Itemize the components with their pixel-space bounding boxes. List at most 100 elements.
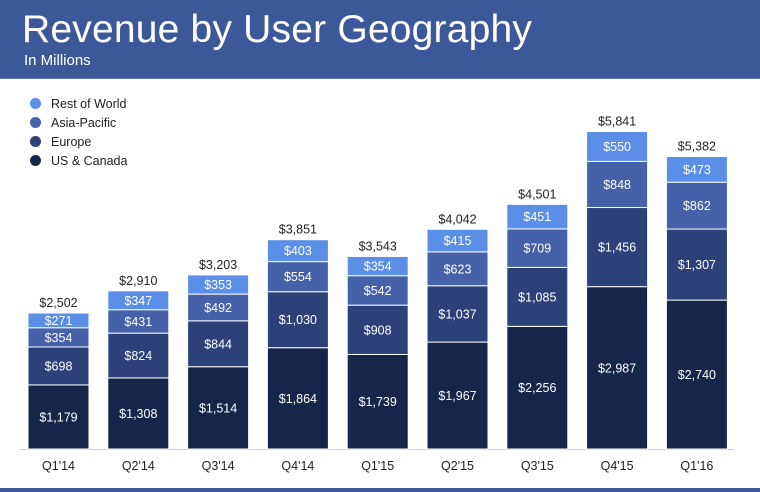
x-tick-label: Q1'16 — [680, 459, 713, 473]
data-label-asia-pacific: $431 — [124, 315, 152, 329]
data-label-rest-of-world: $415 — [444, 234, 472, 248]
bar-segment-europe — [426, 285, 489, 343]
bar-segment-europe — [506, 266, 569, 327]
legend-item-us-canada: US & Canada — [30, 151, 127, 170]
legend-dot-europe — [30, 136, 41, 147]
bar-segment-europe — [665, 228, 728, 301]
total-label: $2,910 — [119, 274, 157, 288]
x-tick-label: Q3'14 — [202, 459, 235, 473]
data-label-rest-of-world: $354 — [364, 260, 392, 274]
data-label-rest-of-world: $347 — [124, 294, 152, 308]
data-label-us-canada: $1,864 — [279, 392, 317, 406]
legend-item-europe: Europe — [30, 132, 127, 151]
bar-segment-us-canada — [187, 366, 250, 450]
data-label-us-canada: $2,740 — [678, 368, 716, 382]
data-label-europe: $844 — [204, 337, 232, 351]
x-tick-label: Q4'15 — [601, 459, 634, 473]
bar-segment-europe — [107, 332, 170, 379]
header-banner: Revenue by User Geography In Millions — [0, 0, 760, 79]
bar-segment-rest-of-world — [27, 312, 90, 329]
footer-bar — [0, 488, 760, 492]
total-label: $2,502 — [39, 296, 77, 310]
bar-segment-rest-of-world — [586, 131, 649, 162]
data-label-us-canada: $1,179 — [39, 410, 77, 424]
data-label-us-canada: $2,256 — [518, 381, 556, 395]
bar-segment-europe — [346, 304, 409, 355]
bar-segment-asia-pacific — [426, 251, 489, 287]
data-label-us-canada: $1,308 — [119, 407, 157, 421]
legend-dot-rest-of-world — [30, 98, 41, 109]
bar-segment-us-canada — [27, 384, 90, 450]
data-label-europe: $908 — [364, 323, 392, 337]
x-tick-label: Q2'15 — [441, 459, 474, 473]
data-label-rest-of-world: $403 — [284, 244, 312, 258]
legend-label-rest-of-world: Rest of World — [51, 96, 127, 111]
total-label: $4,501 — [518, 187, 556, 201]
total-label: $3,851 — [279, 223, 317, 237]
legend-label-asia-pacific: Asia-Pacific — [51, 115, 117, 130]
total-label: $5,841 — [598, 115, 636, 129]
data-label-europe: $1,307 — [678, 258, 716, 272]
bar-segment-rest-of-world — [426, 228, 489, 253]
bar-segment-rest-of-world — [665, 155, 728, 183]
bar-segment-us-canada — [665, 299, 728, 450]
data-label-asia-pacific: $354 — [45, 331, 73, 345]
bar-segment-asia-pacific — [187, 293, 250, 322]
data-label-asia-pacific: $542 — [364, 284, 392, 298]
x-tick-label: Q1'15 — [361, 459, 394, 473]
x-tick-label: Q3'15 — [521, 459, 554, 473]
data-label-us-canada: $1,514 — [199, 401, 237, 415]
total-label: $3,543 — [359, 239, 397, 253]
legend-item-rest-of-world: Rest of World — [30, 94, 127, 113]
data-label-rest-of-world: $473 — [683, 163, 711, 177]
data-label-us-canada: $1,739 — [359, 395, 397, 409]
bar-segment-us-canada — [346, 353, 409, 450]
bar-segment-us-canada — [266, 347, 329, 450]
data-label-europe: $1,085 — [518, 290, 556, 304]
data-label-europe: $824 — [124, 349, 152, 363]
data-label-europe: $1,030 — [279, 313, 317, 327]
x-tick-label: Q1'14 — [42, 459, 75, 473]
data-label-asia-pacific: $623 — [444, 262, 472, 276]
data-label-asia-pacific: $492 — [204, 301, 232, 315]
bar-segment-europe — [187, 320, 250, 368]
data-label-rest-of-world: $353 — [204, 278, 232, 292]
bar-segment-rest-of-world — [187, 274, 250, 295]
legend-label-europe: Europe — [51, 134, 92, 149]
bar-segment-europe — [27, 346, 90, 386]
data-label-rest-of-world: $451 — [523, 210, 551, 224]
bar-segment-europe — [266, 291, 329, 349]
bar-segment-rest-of-world — [266, 239, 329, 263]
bar-segment-rest-of-world — [346, 255, 409, 277]
legend-dot-asia-pacific — [30, 117, 41, 128]
x-tick-label: Q2'14 — [122, 459, 155, 473]
total-label: $3,203 — [199, 258, 237, 272]
bar-segment-rest-of-world — [107, 290, 170, 311]
legend-label-us-canada: US & Canada — [51, 153, 128, 168]
bar-segment-us-canada — [506, 325, 569, 450]
bar-segment-asia-pacific — [346, 275, 409, 306]
data-label-europe: $1,456 — [598, 241, 636, 255]
data-label-asia-pacific: $554 — [284, 270, 312, 284]
total-label: $4,042 — [438, 212, 476, 226]
legend-item-asia-pacific: Asia-Pacific — [30, 113, 127, 132]
data-label-us-canada: $2,987 — [598, 361, 636, 375]
chart-legend: Rest of World Asia-Pacific Europe US & C… — [30, 94, 127, 170]
bar-segment-us-canada — [426, 341, 489, 450]
total-label: $5,382 — [678, 139, 716, 153]
legend-dot-us-canada — [30, 155, 41, 166]
data-label-us-canada: $1,967 — [438, 389, 476, 403]
x-tick-label: Q4'14 — [281, 459, 314, 473]
page-title: Revenue by User Geography — [22, 8, 533, 51]
data-label-asia-pacific: $709 — [523, 242, 551, 256]
data-label-asia-pacific: $862 — [683, 199, 711, 213]
bar-segment-rest-of-world — [506, 203, 569, 230]
bar-segment-europe — [586, 207, 649, 288]
data-label-europe: $1,037 — [438, 307, 476, 321]
bar-segment-asia-pacific — [586, 160, 649, 209]
data-label-rest-of-world: $271 — [45, 314, 73, 328]
bar-segment-us-canada — [107, 377, 170, 450]
page-subtitle: In Millions — [24, 52, 91, 69]
data-label-europe: $698 — [45, 359, 73, 373]
